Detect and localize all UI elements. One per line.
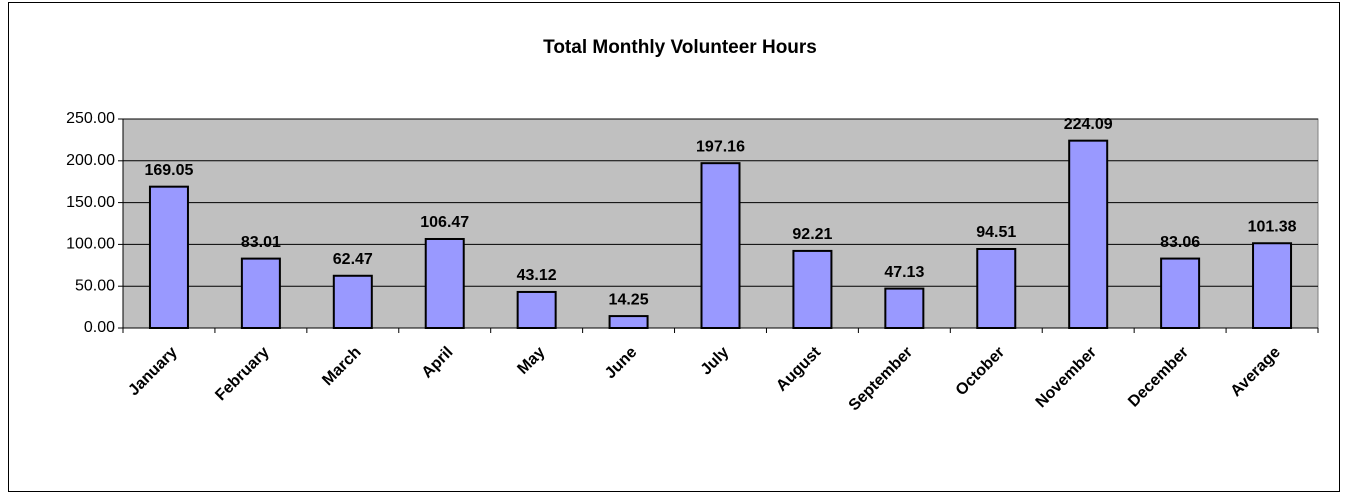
bar: [332, 274, 373, 330]
bar: [608, 315, 649, 330]
chart-title: Total Monthly Volunteer Hours: [543, 37, 817, 58]
y-tick-label: 100.00: [66, 236, 115, 253]
data-label: 62.47: [333, 251, 373, 268]
y-tick-label: 0.00: [84, 319, 115, 336]
data-label: 197.16: [696, 138, 745, 155]
bar: [1252, 242, 1293, 329]
bar: [884, 287, 925, 330]
bar: [240, 257, 281, 329]
data-label: 83.06: [1160, 234, 1200, 251]
data-label: 224.09: [1064, 116, 1113, 133]
bar: [792, 249, 833, 330]
bar: [700, 162, 741, 329]
data-label: 169.05: [144, 162, 193, 179]
bar: [148, 185, 189, 329]
data-label: 92.21: [792, 226, 832, 243]
bar: [516, 290, 557, 330]
data-label: 43.12: [517, 267, 557, 284]
y-tick-label: 150.00: [66, 194, 115, 211]
y-tick-label: 250.00: [66, 110, 115, 127]
bar: [1160, 257, 1201, 329]
bar: [976, 247, 1017, 329]
data-label: 94.51: [976, 224, 1016, 241]
data-label: 14.25: [609, 291, 649, 308]
data-label: 101.38: [1248, 218, 1297, 235]
bar: [1068, 139, 1109, 329]
data-label: 83.01: [241, 234, 281, 251]
y-tick-label: 50.00: [75, 277, 115, 294]
y-tick-label: 200.00: [66, 152, 115, 169]
data-label: 47.13: [884, 264, 924, 281]
bar: [424, 237, 465, 329]
data-label: 106.47: [420, 214, 469, 231]
